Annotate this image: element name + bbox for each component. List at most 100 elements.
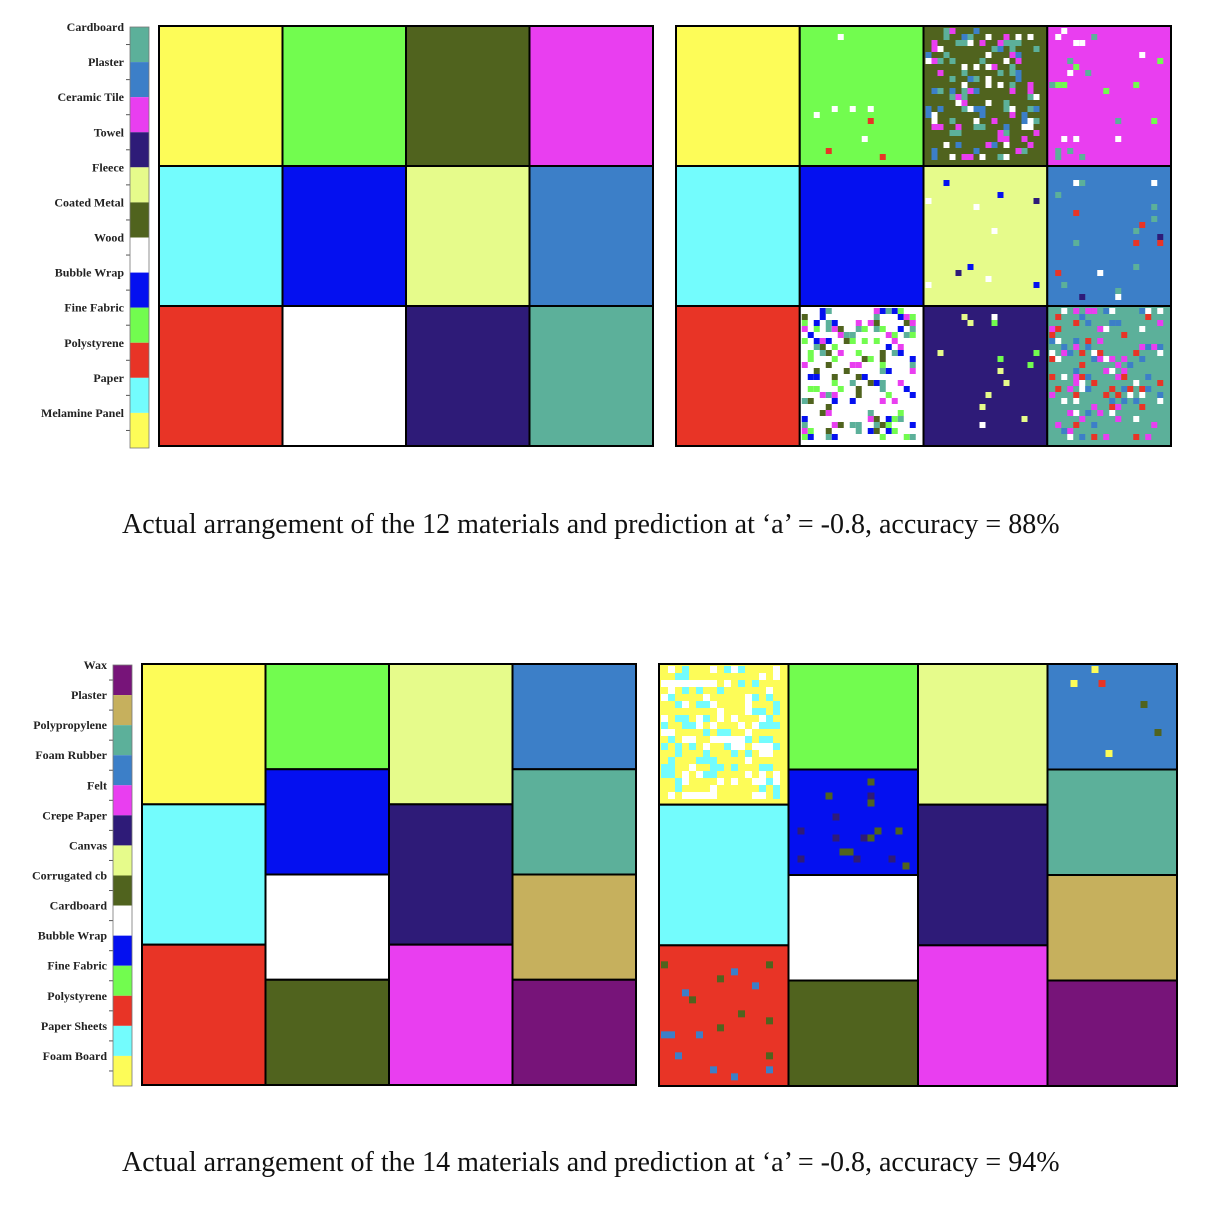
noise-pixel [724,736,731,743]
prediction-noise-towel [937,314,1040,428]
prediction-14 [658,663,1178,1087]
noise-pixel [979,112,986,118]
noise-pixel [909,326,916,332]
noise-pixel [724,680,731,687]
noise-pixel [991,118,998,124]
noise-pixel [879,398,886,404]
noise-pixel [1015,70,1022,76]
noise-pixel [668,694,675,701]
legend-label-polypropylene: Polypropylene [33,718,107,732]
noise-pixel [807,398,814,404]
noise-pixel [961,82,968,88]
noise-pixel [931,154,938,160]
noise-pixel [1009,64,1016,70]
noise-pixel [873,416,880,422]
legend-swatch-foam-board [113,1055,132,1086]
noise-pixel [1003,100,1010,106]
noise-pixel [855,374,862,380]
noise-pixel [997,82,1004,88]
prediction-noise-fleece [925,180,1040,288]
noise-pixel [931,148,938,154]
noise-pixel [717,708,724,715]
noise-pixel [696,792,703,799]
noise-pixel [710,722,717,729]
noise-pixel [879,380,886,386]
noise-pixel [668,1031,675,1039]
noise-pixel [807,386,814,392]
noise-pixel [1121,368,1128,374]
noise-pixel [1133,380,1140,386]
legend-swatch-polystyrene [130,342,149,378]
actual-cell-bubble-wrap [264,768,390,876]
noise-pixel [1079,180,1086,186]
legend-swatch-bubble-wrap [130,272,149,308]
noise-pixel [1145,344,1152,350]
noise-pixel [843,368,850,374]
noise-pixel [717,764,724,771]
noise-pixel [1009,52,1016,58]
noise-pixel [773,722,780,729]
noise-pixel [668,757,675,764]
noise-pixel [675,673,682,680]
noise-pixel [1009,82,1016,88]
noise-pixel [1103,356,1110,362]
noise-pixel [1073,320,1080,326]
actual-cell-fleece [405,165,531,307]
noise-pixel [1021,124,1028,130]
noise-pixel [973,118,980,124]
noise-pixel [1061,82,1068,88]
noise-pixel [1121,356,1128,362]
legend-swatch-felt [113,785,132,816]
noise-pixel [675,743,682,750]
actual-cell-wood [281,305,407,447]
noise-pixel [766,687,773,694]
noise-pixel [837,350,844,356]
noise-pixel [773,673,780,680]
noise-pixel [717,715,724,722]
noise-pixel [1009,112,1016,118]
noise-pixel [967,264,974,270]
legend-label-wood: Wood [94,231,124,245]
noise-pixel [909,362,916,368]
legend-swatch-canvas [113,845,132,876]
noise-pixel [1061,398,1068,404]
noise-pixel [1091,350,1098,356]
noise-pixel [696,1031,703,1039]
noise-pixel [825,404,832,410]
actual-cell-polystyrene [141,943,267,1087]
noise-pixel [909,356,916,362]
noise-pixel [738,743,745,750]
noise-pixel [1121,386,1128,392]
noise-pixel [1139,404,1146,410]
noise-pixel [1157,320,1164,326]
noise-pixel [766,778,773,785]
prediction-cell-corrugated-cb [788,980,918,1086]
caption-14-materials: Actual arrangement of the 14 materials a… [122,1147,1060,1178]
noise-pixel [1009,40,1016,46]
noise-pixel [1033,94,1040,100]
noise-pixel [710,792,717,799]
noise-pixel [943,28,950,34]
noise-pixel [839,848,847,856]
noise-pixel [961,100,968,106]
noise-pixel [1073,368,1080,374]
noise-pixel [903,320,910,326]
noise-pixel [813,326,820,332]
legend-label-paper-sheets: Paper Sheets [41,1019,107,1033]
noise-pixel [1079,380,1086,386]
noise-pixel [1073,374,1080,380]
noise-pixel [991,46,998,52]
legend-label-corrugated-cb: Corrugated cb [32,869,107,883]
noise-pixel [773,785,780,792]
legend-label-fleece: Fleece [92,160,125,174]
prediction-cell-paper [676,166,800,306]
noise-pixel [682,673,689,680]
noise-pixel [967,34,974,40]
actual-cell-polystyrene [158,305,284,447]
noise-pixel [1033,350,1040,356]
noise-pixel [1109,308,1116,314]
noise-pixel [867,416,874,422]
noise-pixel [853,855,861,863]
noise-pixel [738,736,745,743]
noise-pixel [849,380,856,386]
